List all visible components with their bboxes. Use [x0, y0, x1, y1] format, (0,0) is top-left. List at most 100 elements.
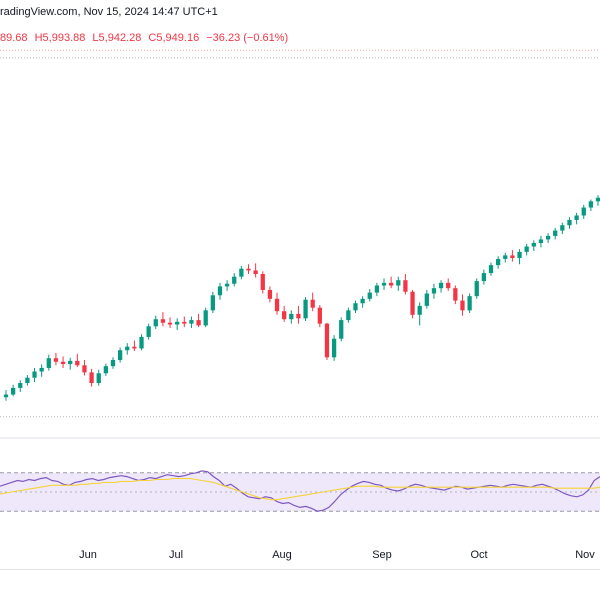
rsi-ma-line	[0, 478, 600, 501]
candle-body	[160, 319, 166, 323]
candle-body	[431, 288, 437, 294]
candle-body	[331, 338, 337, 358]
candle-body	[182, 321, 187, 324]
candle-body	[103, 366, 108, 374]
candle-body	[68, 360, 73, 364]
candle-body	[545, 235, 551, 240]
ohlc-readout: 89.68 H5,993.88 L5,942.28 C5,949.16 −36.…	[0, 32, 292, 48]
candle-body	[132, 346, 137, 349]
ohlc-close: C5,949.16	[148, 32, 200, 44]
candle-body	[239, 268, 244, 277]
candle-body	[296, 313, 301, 319]
candle-body	[217, 286, 223, 296]
candle-body	[389, 282, 394, 286]
candle-body	[460, 300, 465, 311]
candle-body	[282, 311, 287, 320]
x-axis-label: Nov	[575, 549, 595, 561]
candle-body	[253, 270, 258, 274]
candle-body	[567, 219, 572, 226]
candle-body	[232, 276, 237, 284]
candle-body	[267, 289, 273, 299]
candle-body	[510, 255, 515, 259]
candle-body	[538, 239, 544, 243]
candle-body	[125, 346, 130, 351]
candle-body	[60, 361, 66, 364]
candle-body	[46, 358, 51, 368]
candle-body	[274, 298, 280, 312]
ohlc-low: L5,942.28	[92, 32, 142, 44]
ohlc-high: H5,993.88	[34, 32, 86, 44]
candle-body	[117, 350, 123, 360]
candle-body	[374, 285, 380, 293]
candle-body	[53, 358, 59, 362]
candle-body	[403, 280, 408, 292]
candle-body	[410, 291, 415, 315]
candle-body	[3, 394, 9, 398]
candle-body	[581, 207, 586, 216]
candle-body	[417, 305, 422, 315]
ohlc-open: 89.68	[0, 32, 28, 44]
candle-body	[289, 313, 294, 320]
x-axis-label: Jun	[79, 549, 97, 561]
candle-body	[453, 288, 458, 301]
candle-body	[146, 326, 151, 337]
candle-body	[467, 296, 472, 311]
candle-body	[339, 320, 344, 339]
candle-body	[595, 197, 600, 202]
candle-body	[438, 282, 444, 289]
chart-header: radingView.com, Nov 15, 2024 14:47 UTC+1	[0, 6, 218, 18]
candle-body	[25, 377, 30, 384]
candle-body	[446, 282, 451, 289]
candle-body	[488, 265, 494, 274]
bottom-divider	[0, 569, 600, 570]
candle-body	[96, 373, 101, 384]
candle-body	[189, 320, 194, 324]
candle-body	[474, 281, 479, 297]
candle-body	[224, 283, 230, 287]
candle-body	[496, 258, 501, 266]
candle-body	[524, 246, 529, 252]
ohlc-change: −36.23 (−0.61%)	[206, 32, 289, 44]
x-axis-label: Sep	[372, 549, 392, 561]
candle-body	[503, 255, 508, 259]
candle-body	[110, 359, 116, 367]
candle-body	[75, 360, 80, 366]
candle-body	[424, 293, 429, 306]
candle-body	[367, 292, 372, 299]
candle-body	[210, 295, 215, 311]
candle-body	[574, 215, 579, 220]
candle-body	[89, 372, 94, 384]
candle-body	[310, 299, 315, 308]
x-axis-label: Aug	[272, 549, 292, 561]
candle-body	[153, 319, 158, 327]
candle-body	[175, 321, 180, 325]
candle-body	[381, 282, 387, 286]
candle-body	[346, 310, 351, 321]
candle-body	[360, 298, 365, 304]
candle-body	[196, 320, 201, 326]
candle-body	[588, 201, 594, 208]
candle-body	[517, 251, 522, 259]
candle-body	[317, 307, 322, 324]
candle-body	[260, 274, 265, 290]
candle-body	[560, 225, 565, 231]
candle-body	[324, 323, 330, 358]
candle-body	[246, 268, 251, 271]
candle-body	[353, 303, 358, 311]
candle-body	[82, 365, 87, 373]
x-axis-label: Oct	[470, 549, 487, 561]
candle-body	[139, 336, 144, 349]
candle-body	[39, 367, 44, 372]
candle-body	[481, 273, 487, 282]
candle-body	[18, 383, 23, 388]
x-axis-label: Jul	[169, 549, 183, 561]
candle-body	[303, 299, 308, 319]
candle-body	[10, 387, 16, 395]
candle-body	[32, 371, 37, 378]
candle-body	[203, 310, 208, 326]
candle-body	[553, 230, 558, 236]
candle-body	[167, 322, 173, 325]
candle-body	[531, 242, 536, 247]
